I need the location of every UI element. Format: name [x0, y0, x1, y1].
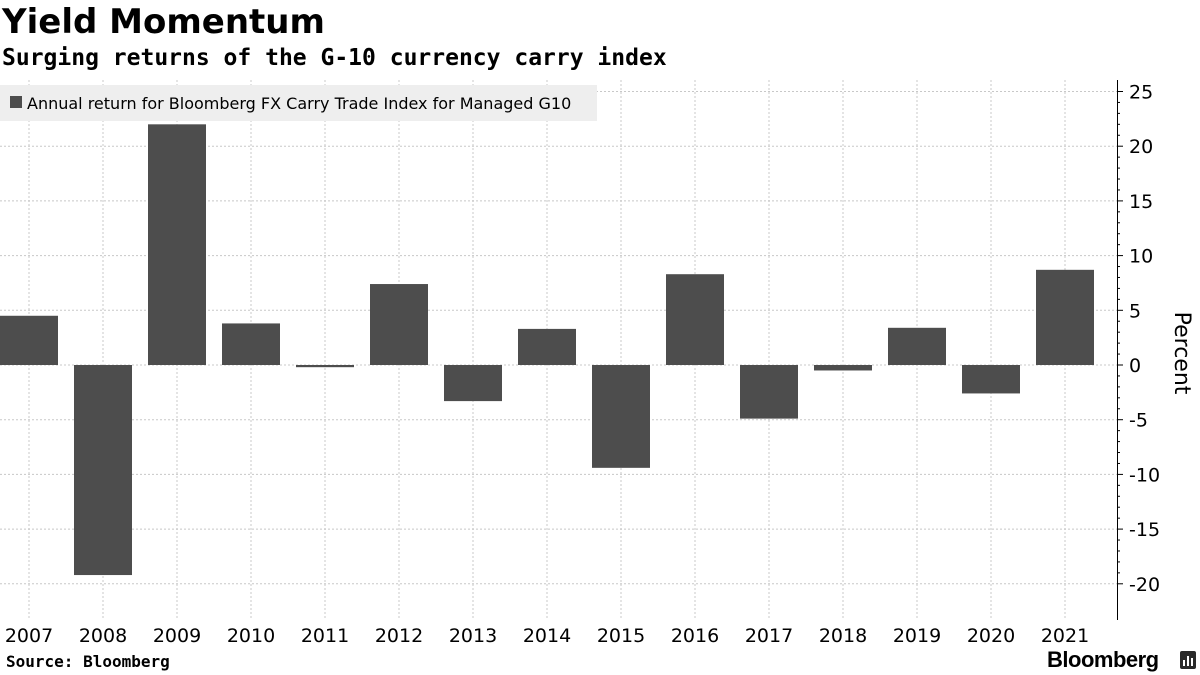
x-tick-label: 2014	[523, 625, 571, 647]
brand-logo: Bloomberg	[1047, 647, 1159, 672]
x-tick-label: 2016	[671, 625, 719, 647]
y-tick-label: -15	[1129, 519, 1160, 541]
y-axis-label: Percent	[1169, 312, 1194, 395]
x-tick-label: 2021	[1041, 625, 1089, 647]
y-tick-label: 20	[1129, 136, 1153, 158]
source-note: Source: Bloomberg	[6, 652, 170, 671]
x-tick-label: 2009	[153, 625, 201, 647]
y-tick-label: -10	[1129, 464, 1160, 486]
x-tick-label: 2015	[597, 625, 645, 647]
x-tick-label: 2013	[449, 625, 497, 647]
bar-2017	[740, 365, 798, 419]
bar-2007	[0, 315, 58, 365]
legend-label: Annual return for Bloomberg FX Carry Tra…	[27, 94, 571, 113]
bar-chart-icon	[1180, 651, 1196, 669]
x-tick-label: 2007	[5, 625, 53, 647]
bar-2018	[814, 365, 872, 371]
bar-2009	[148, 124, 206, 365]
bar-2020	[962, 365, 1020, 394]
bar-2016	[666, 274, 724, 365]
x-tick-label: 2017	[745, 625, 793, 647]
y-tick-label: 10	[1129, 246, 1153, 268]
bar-2008	[74, 365, 132, 576]
y-tick-label: -20	[1129, 574, 1160, 596]
x-tick-label: 2018	[819, 625, 867, 647]
y-tick-label: 25	[1129, 82, 1153, 104]
y-tick-label: 0	[1129, 355, 1141, 377]
x-tick-label: 2010	[227, 625, 275, 647]
legend-swatch	[10, 96, 22, 108]
bar-2013	[444, 365, 502, 402]
chart-subtitle: Surging returns of the G-10 currency car…	[2, 45, 667, 71]
y-tick-label: 5	[1129, 300, 1141, 322]
bar-2012	[370, 284, 428, 365]
bar-2019	[888, 327, 946, 365]
x-tick-label: 2019	[893, 625, 941, 647]
bar-2015	[592, 365, 650, 468]
bar-2010	[222, 323, 280, 365]
x-tick-label: 2012	[375, 625, 423, 647]
x-tick-label: 2020	[967, 625, 1015, 647]
x-tick-label: 2011	[301, 625, 349, 647]
bar-2011	[296, 365, 354, 368]
bar-2014	[518, 328, 576, 365]
chart-title: Yield Momentum	[2, 2, 325, 42]
y-tick-label: -5	[1129, 410, 1148, 432]
bar-2021	[1036, 269, 1094, 365]
y-tick-label: 15	[1129, 191, 1153, 213]
legend-box	[0, 85, 597, 121]
x-tick-label: 2008	[79, 625, 127, 647]
